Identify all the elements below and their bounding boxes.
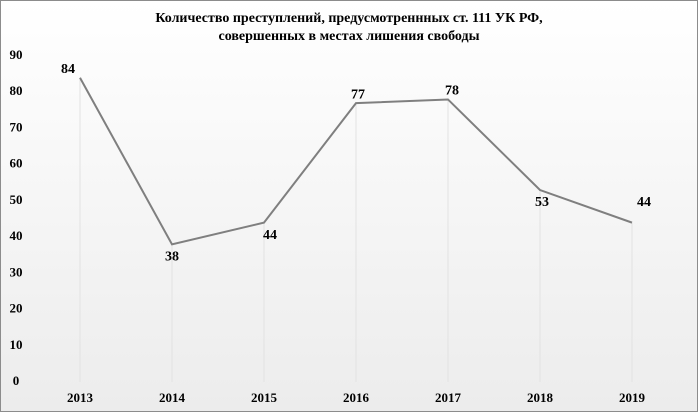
value-label: 78 [445,84,459,99]
value-label: 44 [263,228,277,243]
y-tick-label: 0 [13,373,20,388]
x-tick-label: 2013 [67,390,94,405]
data-line [79,77,633,246]
x-tick-label: 2017 [435,390,462,405]
y-tick-label: 30 [10,264,23,279]
value-label: 84 [61,62,75,77]
x-tick-label: 2019 [619,390,646,405]
y-tick-label: 90 [10,47,23,62]
x-tick-label: 2018 [527,390,554,405]
y-tick-label: 40 [10,228,23,243]
chart-title: Количество преступлений, предусмотреннны… [155,11,542,26]
y-tick-label: 80 [10,83,23,98]
y-tick-label: 10 [10,337,23,352]
y-tick-label: 60 [10,156,23,171]
x-tick-label: 2016 [343,390,370,405]
y-tick-label: 70 [10,119,23,134]
x-tick-label: 2015 [251,390,278,405]
value-label: 53 [535,195,549,210]
chart-title: совершенных в местах лишения свободы [218,29,479,44]
value-label: 38 [165,250,179,265]
y-tick-label: 20 [10,301,23,316]
y-tick-label: 50 [10,192,23,207]
x-tick-label: 2014 [159,390,186,405]
value-label: 77 [351,87,365,102]
value-label: 44 [637,195,651,210]
